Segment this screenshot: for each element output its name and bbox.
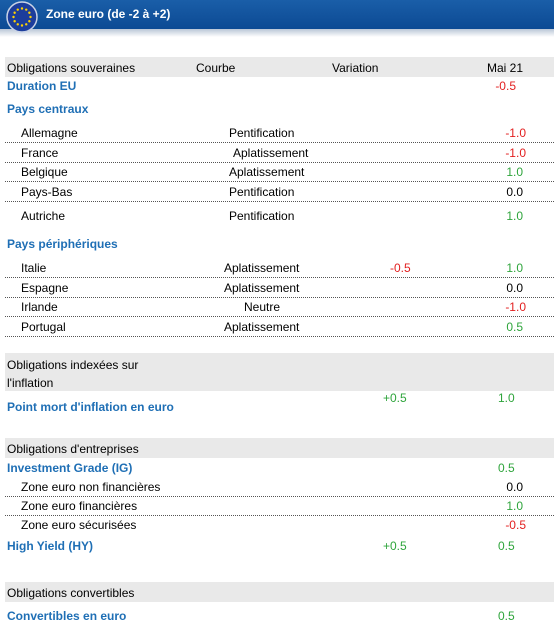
convertibles-label: Convertibles en euro <box>7 609 127 623</box>
convertibles-section-band <box>5 582 554 602</box>
corporate-row-label: Zone euro sécurisées <box>21 518 137 532</box>
inflation-label: Point mort d'inflation en euro <box>7 400 174 414</box>
row-country: Italie <box>21 261 47 275</box>
col-header-variation: Variation <box>332 61 379 75</box>
row-value: -1.0 <box>505 146 526 160</box>
row-separator <box>5 297 554 298</box>
duration-label: Duration EU <box>7 79 77 93</box>
hy-value: 0.5 <box>498 539 515 553</box>
convertibles-section-title: Obligations convertibles <box>7 586 135 600</box>
corporate-row-label: Zone euro financières <box>21 499 138 513</box>
row-separator <box>5 277 554 278</box>
row-country: Autriche <box>21 209 66 223</box>
corporate-row-value: 1.0 <box>506 499 523 513</box>
row-separator <box>5 496 554 497</box>
eu-flag-icon <box>6 1 38 33</box>
row-curve: Aplatissement <box>233 146 309 160</box>
row-country: France <box>21 146 59 160</box>
inflation-variation: +0.5 <box>383 391 407 405</box>
corporate-row-value: -0.5 <box>505 518 526 532</box>
header-band <box>0 0 554 29</box>
row-value: 0.0 <box>506 281 523 295</box>
row-value: -1.0 <box>505 126 526 140</box>
inflation-section-line1: Obligations indexées sur <box>7 358 139 372</box>
row-curve: Pentification <box>229 209 295 223</box>
corporate-section-title: Obligations d'entreprises <box>7 442 139 456</box>
row-curve: Aplatissement <box>224 281 300 295</box>
row-curve: Aplatissement <box>224 320 300 334</box>
page-header: Zone euro (de -2 à +2) <box>0 0 554 37</box>
row-curve: Aplatissement <box>224 261 300 275</box>
row-separator <box>5 336 554 337</box>
ig-label: Investment Grade (IG) <box>7 461 133 475</box>
hy-variation: +0.5 <box>383 539 407 553</box>
convertibles-value: 0.5 <box>498 609 515 623</box>
row-value: 1.0 <box>506 261 523 275</box>
row-value: -1.0 <box>505 300 526 314</box>
row-value: 1.0 <box>506 165 523 179</box>
col-header-curve: Courbe <box>196 61 236 75</box>
row-value: 0.0 <box>506 185 523 199</box>
row-country: Portugal <box>21 320 66 334</box>
header-shadow <box>0 29 554 37</box>
row-country: Irlande <box>21 300 58 314</box>
duration-value: -0.5 <box>495 79 516 93</box>
row-country: Pays-Bas <box>21 185 73 199</box>
page-title: Zone euro (de -2 à +2) <box>46 7 171 21</box>
row-value: 0.5 <box>506 320 523 334</box>
inflation-section-line2: l'inflation <box>7 376 54 390</box>
inflation-section-band <box>5 353 554 391</box>
corporate-section-band <box>5 438 554 458</box>
row-curve: Pentification <box>229 185 295 199</box>
ig-value: 0.5 <box>498 461 515 475</box>
col-header-date: Mai 21 <box>487 61 524 75</box>
row-curve: Aplatissement <box>229 165 305 179</box>
row-variation: -0.5 <box>390 261 411 275</box>
row-separator <box>5 316 554 317</box>
column-header-band <box>5 57 554 77</box>
inflation-value: 1.0 <box>498 391 515 405</box>
row-separator <box>5 201 554 202</box>
row-separator <box>5 162 554 163</box>
row-country: Allemagne <box>21 126 78 140</box>
hy-label: High Yield (HY) <box>7 539 94 553</box>
row-separator <box>5 181 554 182</box>
peripheral-title: Pays périphériques <box>7 237 118 251</box>
central-title: Pays centraux <box>7 102 89 116</box>
corporate-row-value: 0.0 <box>506 480 523 494</box>
corporate-row-label: Zone euro non financières <box>21 480 161 494</box>
row-separator <box>5 142 554 143</box>
col-header-sovereign: Obligations souveraines <box>7 61 136 75</box>
row-value: 1.0 <box>506 209 523 223</box>
row-country: Espagne <box>21 281 69 295</box>
row-separator <box>5 515 554 516</box>
row-curve: Pentification <box>229 126 295 140</box>
row-curve: Neutre <box>244 300 281 314</box>
row-country: Belgique <box>21 165 68 179</box>
